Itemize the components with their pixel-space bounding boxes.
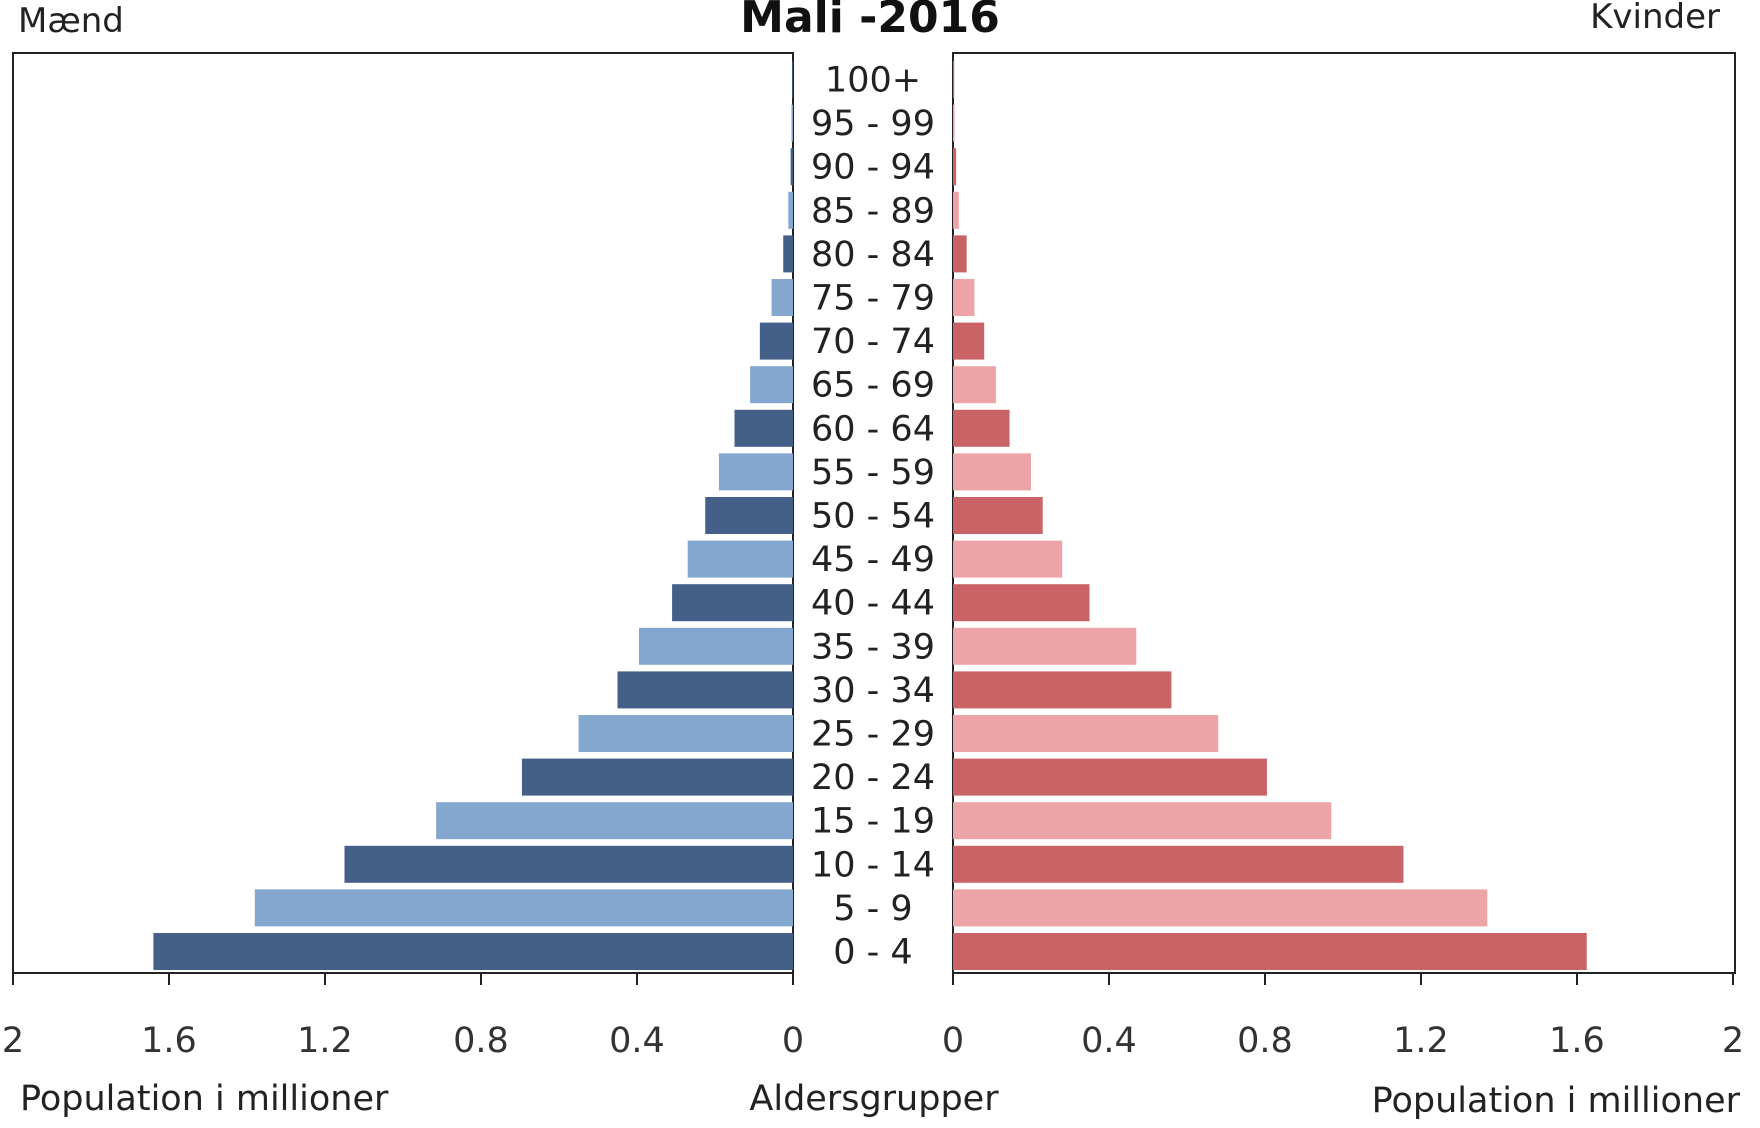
age-group-label: 60 - 64 xyxy=(811,409,935,449)
female-bar xyxy=(953,627,1137,665)
female-x-tick-label: 1.6 xyxy=(1549,1021,1605,1061)
age-group-label: 40 - 44 xyxy=(811,584,935,624)
age-group-label: 50 - 54 xyxy=(811,497,935,537)
age-group-label: 65 - 69 xyxy=(811,366,935,406)
age-group-label: 25 - 29 xyxy=(811,715,935,755)
age-group-label: 35 - 39 xyxy=(811,627,935,667)
male-bar xyxy=(771,279,793,316)
female-bar xyxy=(953,758,1267,796)
female-bars-group xyxy=(953,61,1587,970)
female-bar xyxy=(953,845,1404,883)
male-bar xyxy=(153,933,793,970)
female-bar xyxy=(953,235,967,273)
female-bar xyxy=(953,933,1587,970)
age-group-label: 5 - 9 xyxy=(833,889,912,929)
female-x-tick-label: 0.4 xyxy=(1081,1021,1137,1061)
female-bar xyxy=(953,191,959,229)
female-bar xyxy=(953,497,1043,534)
female-bar xyxy=(953,889,1488,927)
age-group-label: 95 - 99 xyxy=(811,104,935,144)
male-bar xyxy=(792,61,793,98)
female-bar xyxy=(953,279,975,316)
age-group-label: 30 - 34 xyxy=(811,671,935,711)
male-bar xyxy=(344,845,793,883)
age-group-label: 20 - 24 xyxy=(811,758,935,798)
female-x-tick-label: 0.8 xyxy=(1237,1021,1293,1061)
female-bar xyxy=(953,671,1172,709)
female-x-axis-label: Population i millioner xyxy=(1372,1081,1741,1121)
male-bar xyxy=(521,758,793,796)
male-x-tick-label: 0.4 xyxy=(609,1021,665,1061)
age-group-label: 45 - 49 xyxy=(811,540,935,580)
female-bar xyxy=(953,715,1219,752)
male-bar xyxy=(734,409,793,447)
male-bars-group xyxy=(153,61,794,970)
male-x-tick-label: 0 xyxy=(782,1021,804,1061)
male-x-tick-label: 2 xyxy=(2,1021,24,1061)
age-group-label: 0 - 4 xyxy=(833,933,912,973)
female-bar xyxy=(953,453,1031,491)
male-bar xyxy=(687,540,793,578)
male-bar xyxy=(638,627,793,665)
age-group-label: 85 - 89 xyxy=(811,191,935,231)
female-side-label: Kvinder xyxy=(1590,0,1720,37)
age-group-label: 100+ xyxy=(825,61,921,101)
male-bar xyxy=(791,104,793,142)
male-bar xyxy=(254,889,794,927)
male-bar xyxy=(578,715,793,752)
age-group-label: 80 - 84 xyxy=(811,235,935,275)
age-group-label: 15 - 19 xyxy=(811,802,935,842)
male-x-axis-label: Population i millioner xyxy=(20,1079,389,1119)
male-bar xyxy=(783,235,793,273)
male-x-axis: 2 1.6 1.2 0.8 0.4 0 xyxy=(2,973,804,1061)
female-bar xyxy=(953,409,1010,447)
female-x-tick-label: 2 xyxy=(1722,1021,1744,1061)
male-bar xyxy=(759,322,793,360)
male-bar xyxy=(788,191,793,229)
female-bar xyxy=(953,540,1063,578)
female-bar xyxy=(953,104,955,142)
female-x-tick-label: 1.2 xyxy=(1393,1021,1449,1061)
age-group-label: 55 - 59 xyxy=(811,453,935,493)
age-group-label: 75 - 79 xyxy=(811,279,935,319)
male-bar xyxy=(617,671,793,709)
female-bar xyxy=(953,802,1332,840)
male-bar xyxy=(718,453,793,491)
female-x-axis: 0 0.4 0.8 1.2 1.6 2 xyxy=(942,973,1744,1061)
age-group-label: 90 - 94 xyxy=(811,148,935,188)
center-axis-label: Aldersgrupper xyxy=(749,1079,999,1119)
female-bar xyxy=(953,584,1090,622)
male-bar xyxy=(672,584,793,622)
male-bar xyxy=(750,366,793,404)
male-x-tick-label: 1.6 xyxy=(141,1021,197,1061)
female-bar xyxy=(953,322,985,360)
female-bar xyxy=(953,148,957,186)
male-x-tick-label: 0.8 xyxy=(453,1021,509,1061)
male-bar xyxy=(705,497,793,534)
female-bar xyxy=(953,61,955,98)
male-bar xyxy=(790,148,793,186)
age-group-label: 70 - 74 xyxy=(811,322,935,362)
male-x-tick-label: 1.2 xyxy=(297,1021,353,1061)
chart-title: Mali -2016 xyxy=(740,0,1000,43)
female-x-tick-label: 0 xyxy=(942,1021,964,1061)
female-bar xyxy=(953,366,996,404)
age-group-label: 10 - 14 xyxy=(811,845,935,885)
male-bar xyxy=(436,802,793,840)
male-side-label: Mænd xyxy=(18,1,124,41)
